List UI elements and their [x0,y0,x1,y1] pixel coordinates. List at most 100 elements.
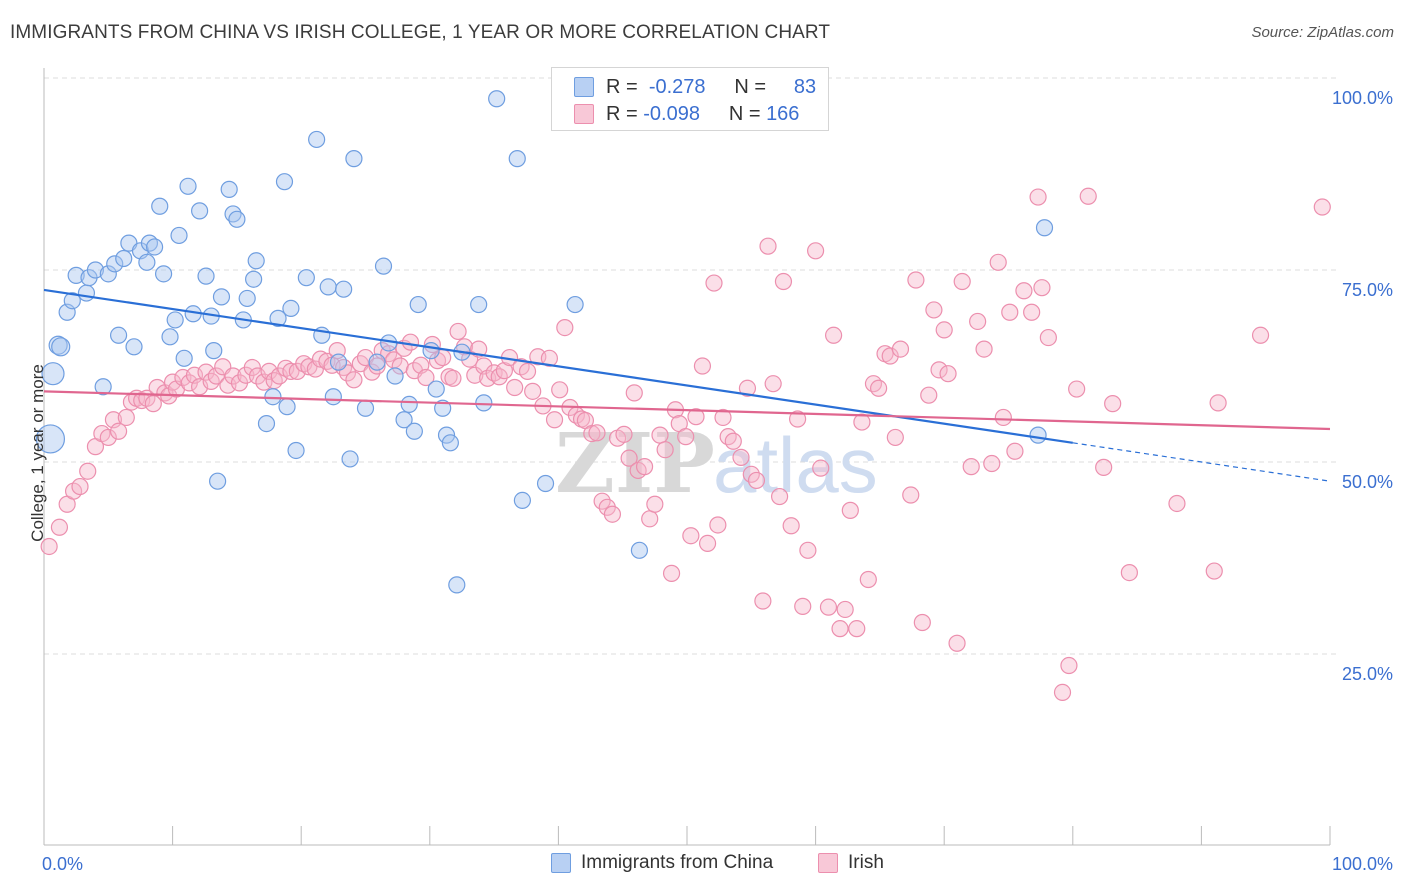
data-point [881,347,899,365]
data-point [566,295,584,314]
data-point [1205,562,1223,580]
data-point [264,388,282,406]
data-point [1079,187,1097,205]
data-point [615,425,633,443]
data-point [1120,563,1138,582]
data-point [99,265,117,283]
data-point [329,353,348,371]
r-label: R = [606,75,638,98]
data-point [386,367,404,385]
source-label: Source: ZipAtlas.com [1251,24,1394,41]
chart-title: IMMIGRANTS FROM CHINA VS IRISH COLLEGE, … [10,22,831,43]
data-point [51,337,71,357]
data-point [1104,395,1122,413]
data-point [859,570,877,589]
data-point [902,486,920,504]
data-point [764,375,782,393]
data-point [319,278,337,296]
data-point [925,301,943,319]
data-point [831,620,849,638]
data-point [705,274,723,292]
data-point [238,289,256,308]
data-point [891,340,910,358]
axes [43,68,1331,846]
data-point [556,319,574,337]
data-point [1095,458,1113,476]
data-point [207,367,225,385]
x-tick-label-min: 0.0% [42,854,83,874]
data-point [709,516,727,534]
data-point [1029,188,1047,206]
china-trend-extension [1072,442,1331,482]
data-point [620,449,638,467]
data-point [732,448,750,466]
data-point [651,426,669,444]
data-point [63,292,81,310]
data-point [470,295,488,314]
data-point [864,375,883,393]
data-point [441,434,459,452]
data-point [939,365,957,383]
data-point [770,487,789,506]
data-point [907,271,925,289]
data-point [417,368,435,387]
data-point [395,411,413,429]
data-point [1023,303,1041,321]
data-point [151,197,169,215]
data-point [540,349,558,367]
data-point [1033,279,1051,297]
data-point [166,311,184,329]
data-point [1039,328,1057,347]
irish-legend-label: Irish [848,852,884,873]
data-point [747,471,766,490]
data-point [341,450,359,468]
data-point [1251,326,1270,344]
y-axis-label: College, 1 year or more [28,364,47,542]
data-point [345,150,363,168]
n-value-china: 83 [793,75,817,98]
data-point [86,261,105,279]
data-point [77,284,96,302]
data-point [935,321,953,339]
r-label: R = [606,102,638,125]
china-legend-label: Immigrants from China [581,852,774,873]
data-point [400,395,418,413]
irish-trend-line [43,390,1331,431]
data-point [812,459,830,477]
data-point [212,288,231,306]
trend-lines [43,288,1331,482]
data-point [197,267,215,285]
data-point [109,422,128,440]
data-point [67,266,85,284]
data-point [448,576,466,594]
data-point [930,361,948,379]
data-point [759,237,777,255]
data-point [99,428,117,447]
n-value-irish: 166 [766,102,800,125]
data-point [853,413,871,431]
data-point [641,510,659,528]
r-value-irish: -0.098 [643,102,700,125]
data-point [989,253,1007,271]
data-point [401,333,420,351]
data-point [449,322,467,341]
data-point [324,388,342,406]
data-point [179,177,197,195]
data-point [79,462,97,480]
data-point [356,399,375,417]
data-point [444,369,462,387]
irish-legend-swatch [818,853,838,873]
data-point [282,299,300,317]
data-point [278,398,296,416]
data-point [109,326,128,344]
y-tick-label: 50.0% [1342,472,1393,492]
data-point [115,249,133,268]
data-point [409,295,427,314]
data-point [308,130,326,149]
china-swatch [574,77,594,97]
data-point [962,458,980,476]
x-tick-label-max: 100.0% [1332,854,1393,874]
data-point [466,366,484,384]
data-point [656,441,674,459]
